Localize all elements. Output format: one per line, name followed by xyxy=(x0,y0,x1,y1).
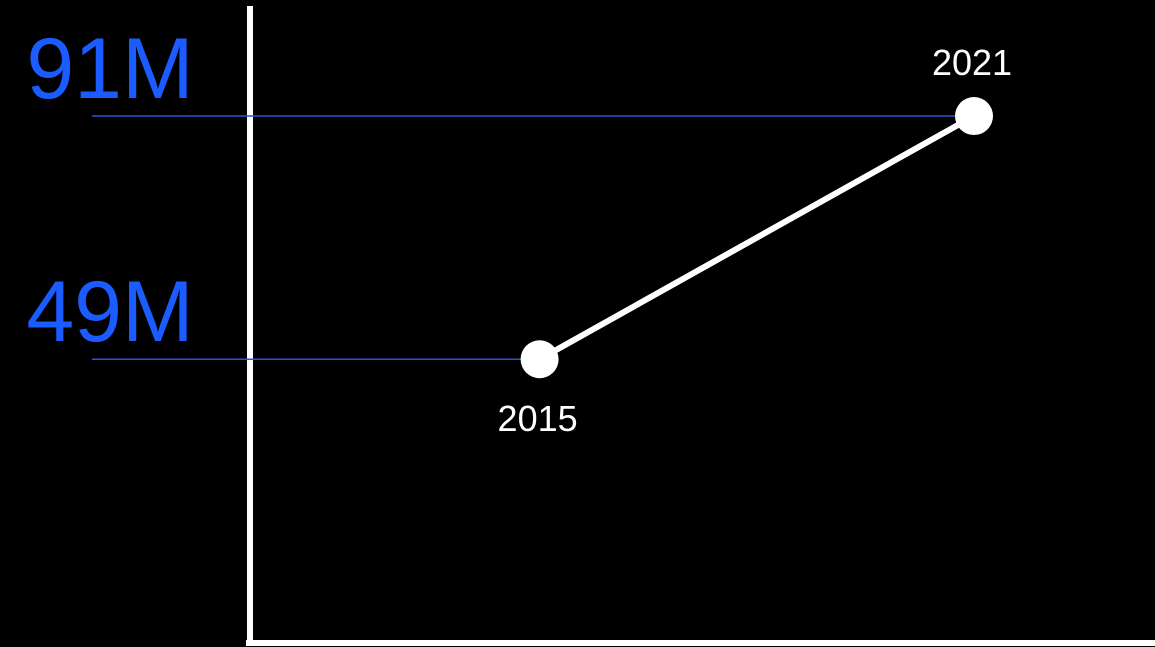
series-line-group xyxy=(536,113,977,363)
guide-lines xyxy=(92,115,974,360)
year-label-2021: 2021 xyxy=(932,42,1012,83)
year-labels: 2015 2021 xyxy=(498,42,1012,439)
year-label-2015: 2015 xyxy=(498,398,578,439)
data-point-2021 xyxy=(955,97,993,136)
data-points xyxy=(520,97,993,379)
series-line xyxy=(536,113,977,363)
value-labels: 49M 91M xyxy=(26,21,193,360)
value-label-2015: 49M xyxy=(26,264,193,360)
data-point-2015 xyxy=(520,340,559,379)
value-label-2021: 91M xyxy=(26,21,193,117)
